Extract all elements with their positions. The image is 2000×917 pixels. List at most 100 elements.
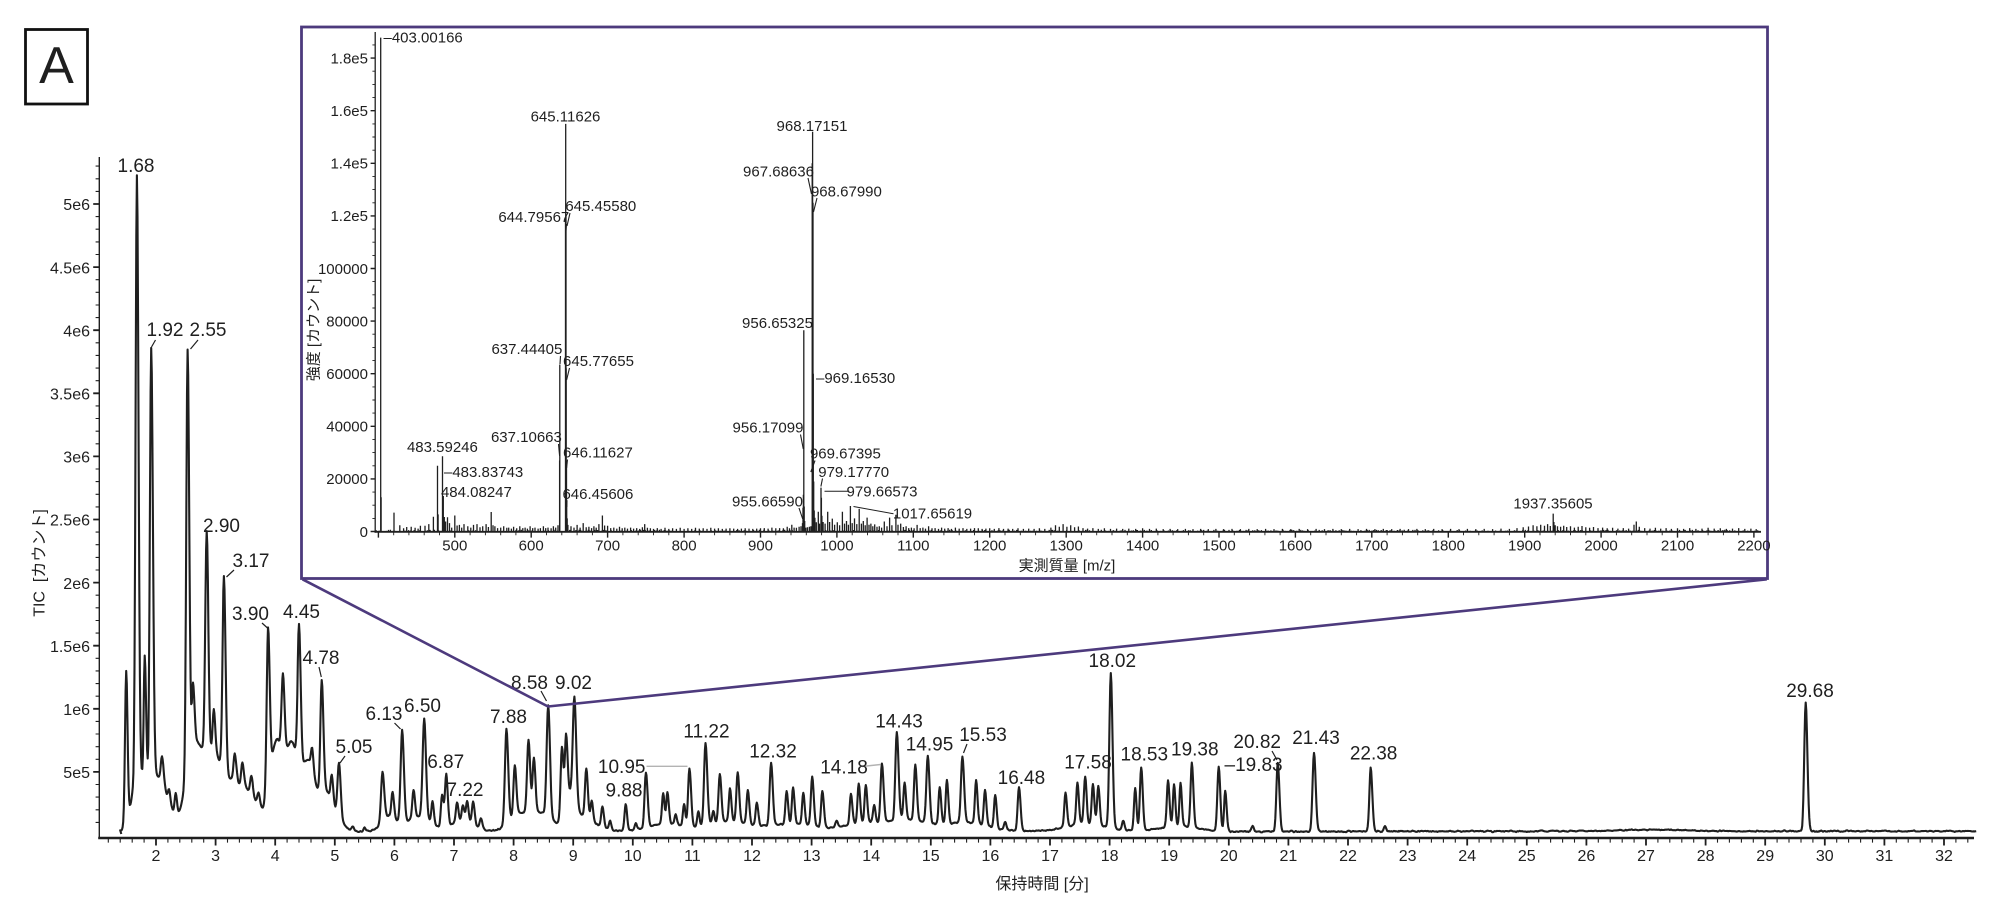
svg-text:25: 25 <box>1518 848 1536 865</box>
svg-text:500: 500 <box>442 538 467 555</box>
svg-text:637.10663: 637.10663 <box>491 429 562 446</box>
svg-text:1.6e5: 1.6e5 <box>330 103 368 120</box>
svg-text:10: 10 <box>624 848 642 865</box>
svg-text:0: 0 <box>360 524 368 541</box>
svg-text:1017.65619: 1017.65619 <box>893 506 972 523</box>
svg-text:5.05: 5.05 <box>336 737 373 758</box>
svg-text:1.8e5: 1.8e5 <box>330 50 368 67</box>
svg-text:–969.16530: –969.16530 <box>816 370 895 387</box>
svg-text:979.66573: 979.66573 <box>847 484 918 501</box>
svg-text:1937.35605: 1937.35605 <box>1513 496 1592 513</box>
svg-text:956.17099: 956.17099 <box>733 420 804 437</box>
svg-text:2.5e6: 2.5e6 <box>50 513 90 530</box>
svg-text:4: 4 <box>271 848 280 865</box>
svg-text:2: 2 <box>152 848 161 865</box>
svg-text:1.2e5: 1.2e5 <box>330 208 368 225</box>
svg-text:7.88: 7.88 <box>490 707 527 728</box>
svg-text:600: 600 <box>519 538 544 555</box>
svg-text:A: A <box>39 37 74 95</box>
svg-text:32: 32 <box>1935 848 1953 865</box>
svg-text:100000: 100000 <box>318 261 368 278</box>
svg-text:10.95: 10.95 <box>598 757 646 778</box>
svg-text:645.77655: 645.77655 <box>563 353 634 370</box>
svg-text:30: 30 <box>1816 848 1834 865</box>
svg-text:646.45606: 646.45606 <box>562 486 633 503</box>
svg-text:644.79567: 644.79567 <box>498 209 569 226</box>
svg-text:13: 13 <box>803 848 821 865</box>
svg-text:1e6: 1e6 <box>63 702 90 719</box>
svg-text:23: 23 <box>1399 848 1417 865</box>
svg-text:1400: 1400 <box>1126 538 1159 555</box>
svg-text:–19.83: –19.83 <box>1225 755 1283 776</box>
svg-text:強度 [カウント]: 強度 [カウント] <box>306 279 323 382</box>
svg-text:18: 18 <box>1101 848 1119 865</box>
svg-text:700: 700 <box>595 538 620 555</box>
svg-text:14.43: 14.43 <box>875 712 923 733</box>
svg-text:9: 9 <box>569 848 578 865</box>
svg-text:955.66590: 955.66590 <box>732 494 803 511</box>
svg-text:19: 19 <box>1160 848 1178 865</box>
svg-text:15.53: 15.53 <box>959 725 1007 746</box>
svg-text:2000: 2000 <box>1584 538 1617 555</box>
svg-text:5: 5 <box>330 848 339 865</box>
svg-text:3.5e6: 3.5e6 <box>50 387 90 404</box>
svg-text:17.58: 17.58 <box>1064 753 1112 774</box>
svg-text:6.50: 6.50 <box>404 696 441 717</box>
svg-text:18.02: 18.02 <box>1089 651 1137 672</box>
svg-text:1200: 1200 <box>973 538 1006 555</box>
svg-text:1.68: 1.68 <box>118 156 155 177</box>
svg-text:3: 3 <box>211 848 220 865</box>
svg-text:979.17770: 979.17770 <box>818 464 889 481</box>
svg-text:646.11627: 646.11627 <box>563 445 633 462</box>
svg-text:11: 11 <box>684 848 701 865</box>
svg-text:3.90: 3.90 <box>232 604 269 625</box>
svg-text:9.02: 9.02 <box>555 673 592 694</box>
svg-text:1800: 1800 <box>1432 538 1465 555</box>
svg-text:1900: 1900 <box>1508 538 1541 555</box>
svg-text:483.59246: 483.59246 <box>407 439 478 456</box>
svg-text:6.13: 6.13 <box>366 704 403 725</box>
svg-text:637.44405: 637.44405 <box>491 341 562 358</box>
svg-text:実測質量 [m/z]: 実測質量 [m/z] <box>1019 557 1116 575</box>
svg-text:1100: 1100 <box>897 538 929 555</box>
svg-text:14.18: 14.18 <box>820 758 868 779</box>
svg-text:8: 8 <box>509 848 518 865</box>
svg-text:6.87: 6.87 <box>427 752 464 773</box>
svg-text:16.48: 16.48 <box>998 768 1046 789</box>
svg-text:800: 800 <box>672 538 697 555</box>
svg-text:1.4e5: 1.4e5 <box>330 156 368 173</box>
svg-text:12.32: 12.32 <box>749 742 797 763</box>
svg-text:17: 17 <box>1041 848 1059 865</box>
svg-text:1700: 1700 <box>1355 538 1388 555</box>
svg-text:28: 28 <box>1697 848 1715 865</box>
svg-text:14: 14 <box>862 848 880 865</box>
svg-text:8.58: 8.58 <box>511 673 548 694</box>
svg-text:6: 6 <box>390 848 399 865</box>
svg-text:484.08247: 484.08247 <box>441 484 512 501</box>
svg-text:22: 22 <box>1339 848 1357 865</box>
svg-text:9.88: 9.88 <box>606 781 643 802</box>
svg-text:24: 24 <box>1458 848 1476 865</box>
svg-text:1600: 1600 <box>1279 538 1312 555</box>
svg-text:12: 12 <box>743 848 761 865</box>
svg-text:900: 900 <box>748 538 773 555</box>
svg-text:4.78: 4.78 <box>303 648 340 669</box>
svg-text:20000: 20000 <box>326 471 368 488</box>
svg-text:29: 29 <box>1756 848 1774 865</box>
svg-text:29.68: 29.68 <box>1786 681 1834 702</box>
svg-text:968.17151: 968.17151 <box>777 118 848 135</box>
svg-text:14.95: 14.95 <box>906 735 954 756</box>
svg-text:4.5e6: 4.5e6 <box>50 260 90 277</box>
svg-text:26: 26 <box>1578 848 1596 865</box>
svg-text:7: 7 <box>450 848 459 865</box>
svg-text:2.55: 2.55 <box>190 320 227 341</box>
svg-text:1.5e6: 1.5e6 <box>50 639 90 656</box>
svg-text:15: 15 <box>922 848 940 865</box>
svg-text:645.11626: 645.11626 <box>531 109 601 126</box>
svg-text:1300: 1300 <box>1050 538 1083 555</box>
svg-text:969.67395: 969.67395 <box>810 446 881 463</box>
svg-text:967.68636: 967.68636 <box>743 164 814 181</box>
svg-text:31: 31 <box>1876 848 1894 865</box>
svg-text:645.45580: 645.45580 <box>565 198 636 215</box>
svg-text:968.67990: 968.67990 <box>811 184 882 201</box>
